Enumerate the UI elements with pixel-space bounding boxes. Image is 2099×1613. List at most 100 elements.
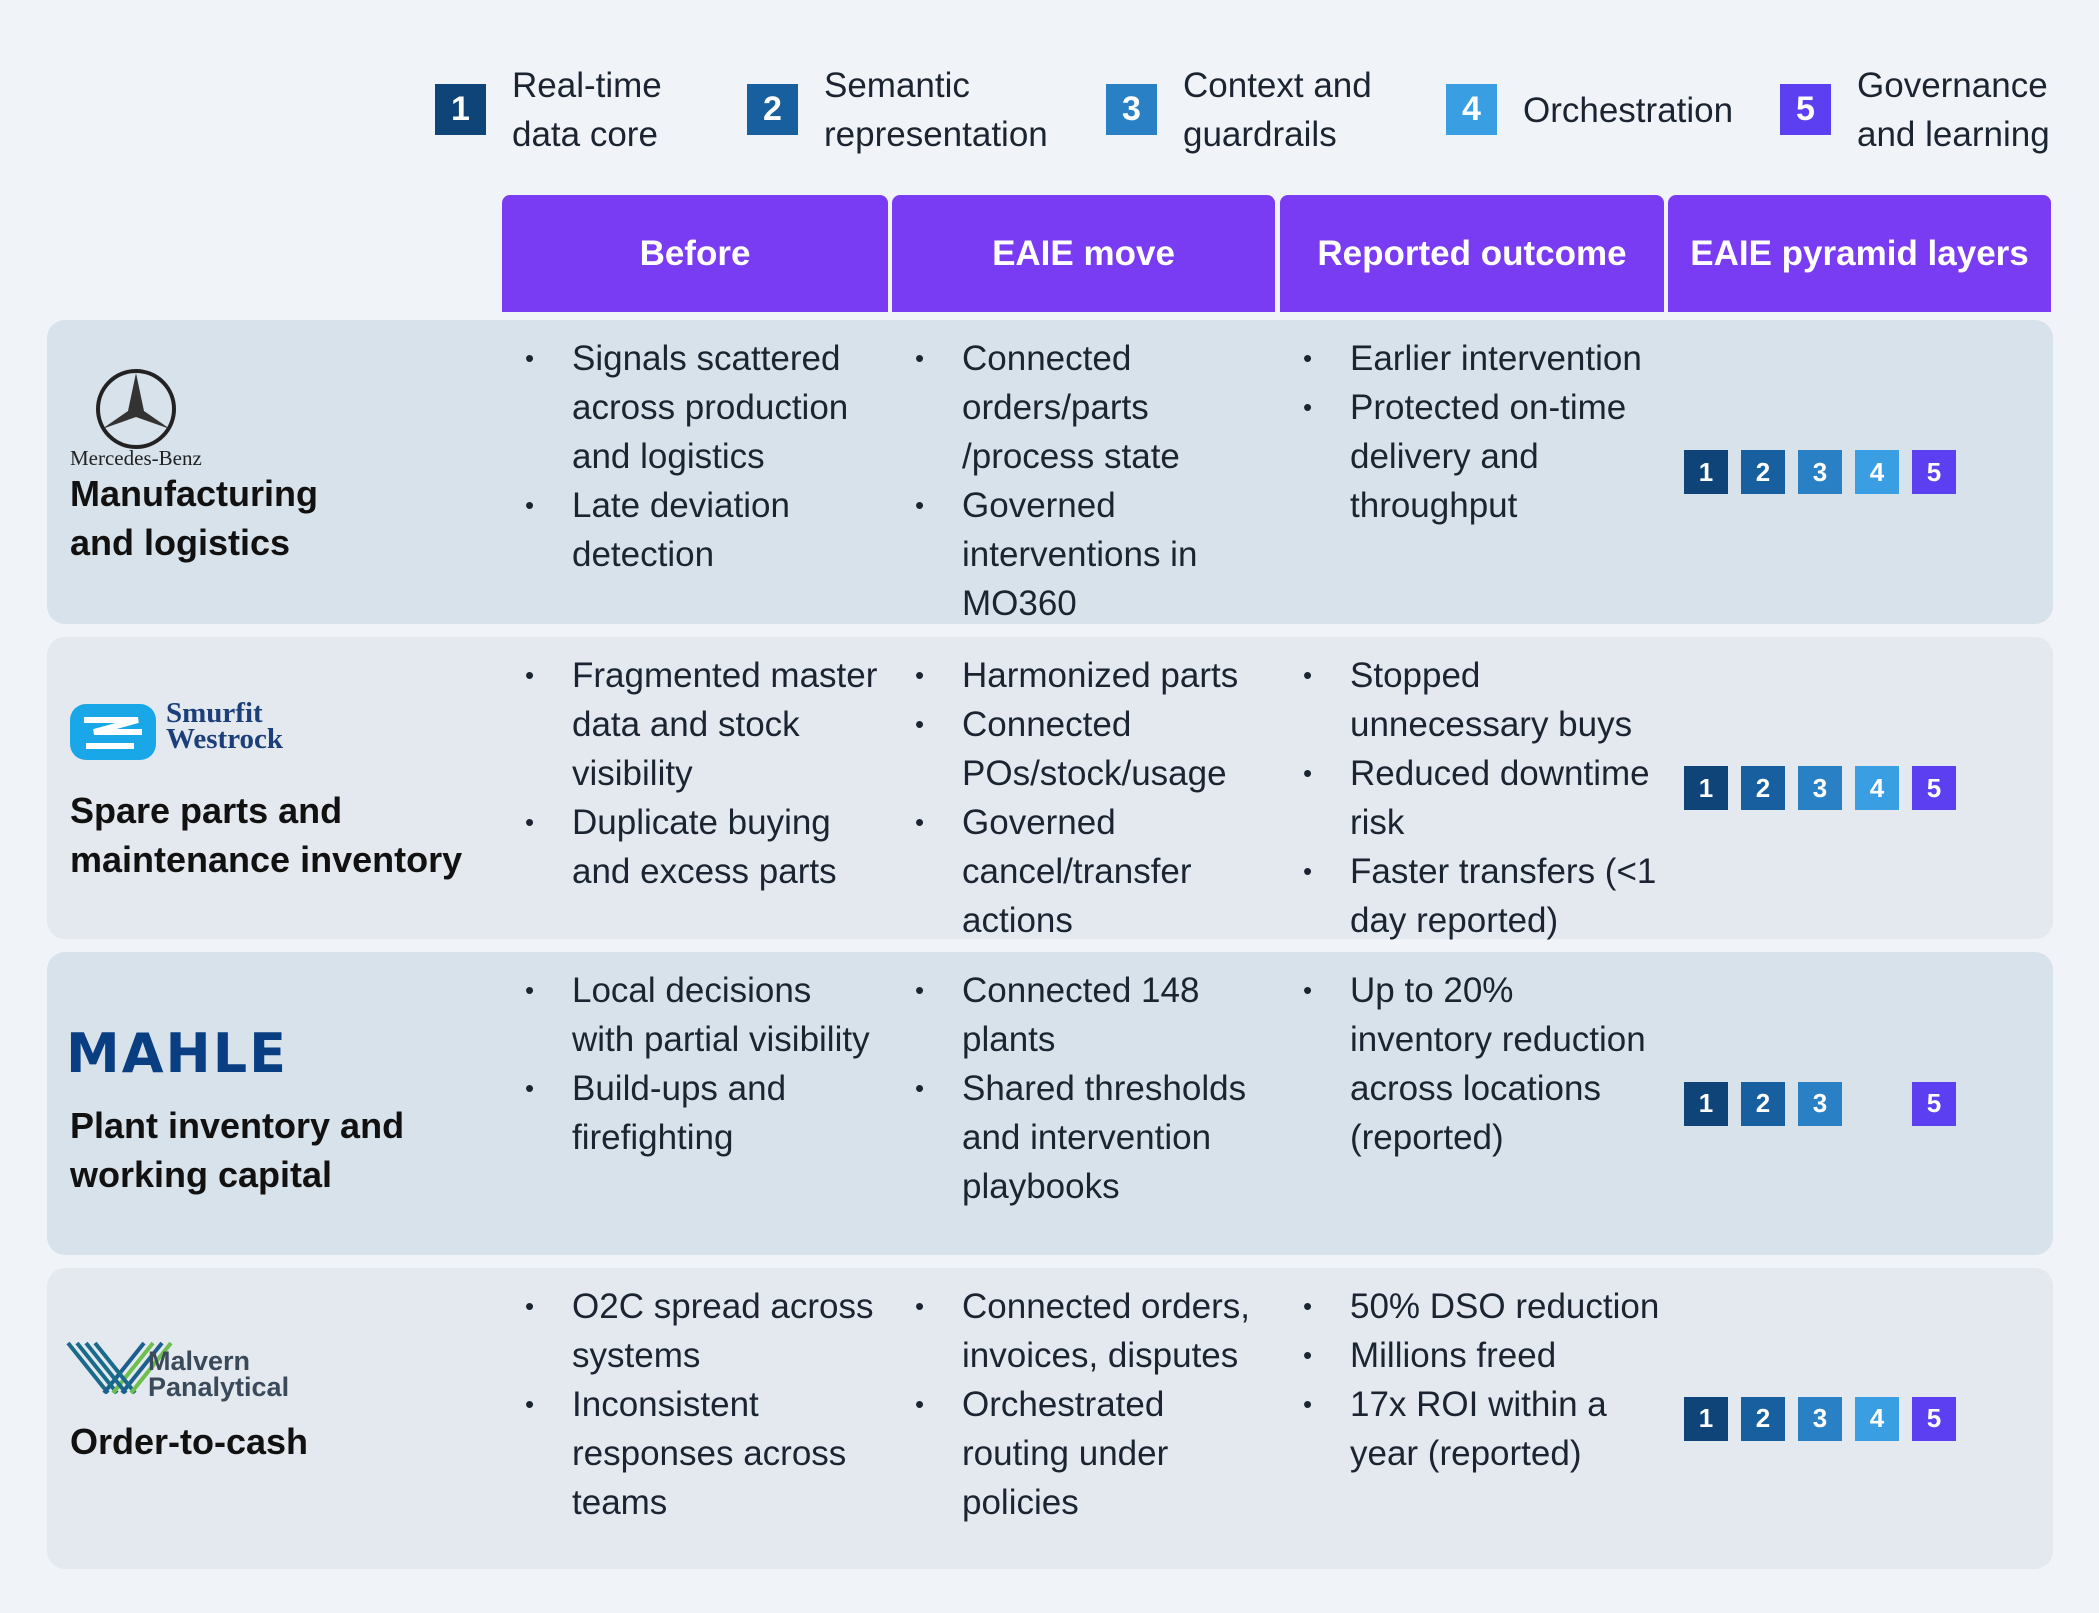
bullet-item: Connected POs/stock/usage <box>915 700 1270 798</box>
layer-badge: 3 <box>1798 1396 1842 1441</box>
logo-graphic: Mercedes-Benz <box>70 369 202 470</box>
row-label-line: Manufacturing <box>70 473 318 514</box>
layer-badge: 1 <box>1684 766 1728 810</box>
bullet-item: Local decisions with partial visibility <box>525 966 880 1064</box>
company-logo: MAHLE <box>64 977 384 1102</box>
layer-badge: 3 <box>1798 450 1842 494</box>
layer-badge: 1 <box>1684 1081 1728 1126</box>
logo-shape <box>129 1341 173 1395</box>
logo-shape <box>102 373 170 429</box>
layer-badge: 3 <box>1798 1081 1842 1126</box>
bullet-list: Connected orders/parts /process stateGov… <box>915 334 1270 628</box>
logo-text: MAHLE <box>66 1022 288 1085</box>
legend-label: Orchestration <box>1523 61 1763 159</box>
layer-badge: 5 <box>1912 766 1956 810</box>
bullet-list: Local decisions with partial visibilityB… <box>525 966 880 1162</box>
row-label-line: Order-to-cash <box>70 1421 309 1462</box>
bullet-list: Harmonized partsConnected POs/stock/usag… <box>915 651 1270 945</box>
bullet-list: 50% DSO reductionMillions freed17x ROI w… <box>1303 1282 1665 1478</box>
bullet-item: Late deviation detection <box>525 481 880 579</box>
logo-shape <box>84 1341 128 1395</box>
bullet-item: Orchestrated routing under policies <box>915 1380 1270 1527</box>
legend-text: Governance and learning <box>1857 66 2050 154</box>
logo-shape <box>96 369 176 449</box>
column-header: Reported outcome <box>1280 195 1664 312</box>
bullet-item: Build-ups and firefighting <box>525 1064 880 1162</box>
bullet-list: O2C spread across systemsInconsistent re… <box>525 1282 880 1527</box>
company-logo: Mercedes-Benz <box>64 345 384 470</box>
bullet-item: Inconsistent responses across teams <box>525 1380 880 1527</box>
row-label-line: Spare parts and <box>70 790 343 831</box>
legend-label: Context and guardrails <box>1183 61 1383 159</box>
bullet-item: Governed cancel/transfer actions <box>915 798 1270 945</box>
layer-badge: 3 <box>1798 766 1842 810</box>
logo-text: Smurfit Westrock <box>166 697 284 755</box>
bullet-item: Protected on-time delivery and throughpu… <box>1303 383 1665 530</box>
legend-badge: 3 <box>1106 84 1157 135</box>
bullet-item: Earlier intervention <box>1303 334 1665 383</box>
layer-badge: 2 <box>1741 450 1785 494</box>
legend-label: Governance and learning <box>1857 61 2057 159</box>
company-logo: Smurfit Westrock <box>64 662 384 787</box>
legend-text: Context and guardrails <box>1183 66 1372 154</box>
legend-text: Real-time data core <box>512 66 662 154</box>
layer-badge: 5 <box>1912 1081 1956 1126</box>
row-label: Spare parts and maintenance inventory <box>70 786 490 884</box>
logo-graphic: MAHLE <box>66 1022 288 1085</box>
row-label-line: and logistics <box>70 522 291 563</box>
bullet-item: Governed interventions in MO360 <box>915 481 1270 628</box>
row-label: Manufacturing and logistics <box>70 469 490 567</box>
legend-text: Semantic representation <box>824 66 1048 154</box>
layer-badge: 5 <box>1912 1396 1956 1441</box>
legend-badge: 4 <box>1446 84 1497 135</box>
bullet-item: Stopped unnecessary buys <box>1303 651 1665 749</box>
layer-badge: 1 <box>1684 1396 1728 1441</box>
legend-badge: 1 <box>435 84 486 135</box>
legend-text: Orchestration <box>1523 90 1734 130</box>
bullet-item: Up to 20% inventory reduction across loc… <box>1303 966 1665 1162</box>
logo-graphic: Malvern Panalytical <box>66 1341 289 1402</box>
column-header: Before <box>502 195 888 312</box>
bullet-list: Earlier interventionProtected on-time de… <box>1303 334 1665 530</box>
bullet-item: O2C spread across systems <box>525 1282 880 1380</box>
legend-label: Real-time data core <box>512 61 687 159</box>
bullet-list: Stopped unnecessary buysReduced downtime… <box>1303 651 1665 945</box>
layer-badge: 4 <box>1855 1396 1899 1441</box>
layer-badge: 2 <box>1741 1396 1785 1441</box>
row-label-line: working capital <box>70 1154 333 1195</box>
column-header: EAIE move <box>892 195 1275 312</box>
legend-badge: 2 <box>747 84 798 135</box>
logo-shape <box>93 1341 137 1395</box>
column-header: EAIE pyramid layers <box>1668 195 2051 312</box>
bullet-list: Up to 20% inventory reduction across loc… <box>1303 966 1665 1162</box>
logo-shape <box>66 1341 110 1395</box>
row-label: Plant inventory and working capital <box>70 1101 490 1199</box>
bullet-list: Connected 148 plantsShared thresholds an… <box>915 966 1270 1211</box>
layer-badge: 1 <box>1684 450 1728 494</box>
legend-label: Semantic representation <box>824 61 1064 159</box>
bullet-item: Millions freed <box>1303 1331 1665 1380</box>
layer-badge: 5 <box>1912 450 1956 494</box>
bullet-item: Harmonized parts <box>915 651 1270 700</box>
logo-text: Malvern Panalytical <box>148 1346 289 1402</box>
bullet-list: Signals scattered across production and … <box>525 334 880 579</box>
row-label-line: Plant inventory and <box>70 1105 405 1146</box>
bullet-item: Reduced downtime risk <box>1303 749 1665 847</box>
bullet-item: 17x ROI within a year (reported) <box>1303 1380 1665 1478</box>
layer-badge: 4 <box>1855 450 1899 494</box>
logo-text: Mercedes-Benz <box>70 446 202 470</box>
row-label: Order-to-cash <box>70 1417 490 1466</box>
layer-badge: 4 <box>1855 766 1899 810</box>
logo-graphic: Smurfit Westrock <box>70 697 284 760</box>
logo-shape <box>84 717 142 749</box>
bullet-item: Duplicate buying and excess parts <box>525 798 880 896</box>
bullet-item: Signals scattered across production and … <box>525 334 880 481</box>
bullet-item: Connected 148 plants <box>915 966 1270 1064</box>
bullet-item: Connected orders/parts /process state <box>915 334 1270 481</box>
bullet-item: Faster transfers (<1 day reported) <box>1303 847 1665 945</box>
layer-badge: 2 <box>1741 1081 1785 1126</box>
bullet-list: Connected orders, invoices, disputesOrch… <box>915 1282 1270 1527</box>
company-logo: Malvern Panalytical <box>64 1293 384 1418</box>
legend-badge: 5 <box>1780 84 1831 135</box>
